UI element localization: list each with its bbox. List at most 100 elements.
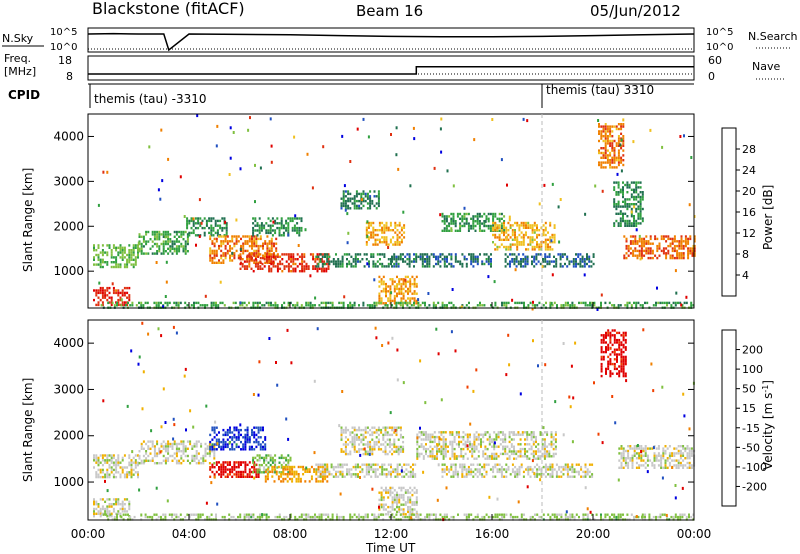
power-scatter-cell (679, 135, 682, 138)
velocity-cell (257, 443, 260, 446)
power-cell (347, 204, 350, 208)
power-cell (393, 280, 396, 283)
velocity-cell (381, 463, 384, 466)
power-cell (487, 212, 490, 216)
velocity-cell (452, 470, 455, 474)
power-cell (655, 301, 657, 305)
power-cell (365, 226, 368, 229)
power-cell (413, 304, 415, 307)
velocity-cell (546, 433, 549, 436)
velocity-cell (324, 465, 326, 469)
power-cell (424, 253, 426, 256)
velocity-cell (233, 466, 236, 469)
power-cell (441, 301, 444, 305)
power-scatter-cell (594, 184, 597, 188)
power-cell (450, 222, 453, 225)
velocity-cell (396, 465, 399, 469)
power-cell (396, 238, 399, 241)
velocity-cell (297, 477, 300, 481)
velocity-cell (542, 473, 545, 476)
velocity-cell (271, 456, 274, 460)
power-cell (164, 301, 167, 305)
power-cell (97, 289, 100, 292)
power-cell (643, 240, 646, 243)
power-cell (432, 301, 435, 305)
velocity-cell (224, 470, 227, 474)
velocity-cell (384, 448, 387, 451)
velocity-cell (591, 463, 594, 466)
velocity-cell (244, 461, 247, 464)
power-cell (635, 195, 638, 199)
velocity-cell (215, 470, 218, 474)
velocity-cell (571, 468, 574, 471)
power-scatter-cell (165, 260, 168, 264)
power-cell (602, 156, 605, 159)
power-cell (222, 235, 225, 238)
power-cell (676, 254, 679, 257)
velocity-cell (242, 436, 245, 439)
power-cell (272, 253, 275, 256)
power-scatter-cell (440, 117, 443, 121)
power-cell (403, 236, 406, 239)
power-cell (248, 235, 251, 238)
velocity-cell (128, 503, 131, 506)
velocity-cell (442, 452, 445, 456)
velocity-cell (224, 468, 227, 471)
power-cell (478, 224, 481, 228)
power-cell (613, 151, 616, 155)
velocity-cell (202, 462, 205, 465)
velocity-cell (365, 473, 368, 476)
velocity-cell (195, 450, 198, 453)
velocity-cell (505, 475, 508, 478)
velocity-cell (218, 461, 220, 464)
power-scatter-cell (102, 170, 105, 174)
velocity-cell (404, 503, 407, 506)
velocity-cell (383, 463, 386, 466)
velocity-cell (110, 461, 113, 464)
power-cell (104, 289, 107, 292)
power-cell (252, 234, 255, 237)
power-cell (622, 137, 625, 140)
power-cell (327, 301, 330, 305)
velocity-cell (95, 500, 98, 503)
velocity-cell (400, 496, 403, 499)
power-cell (365, 258, 368, 261)
velocity-cell (252, 461, 255, 464)
power-cell (162, 235, 165, 238)
power-cell (162, 242, 165, 246)
power-cell (583, 258, 586, 261)
power-cell (393, 287, 396, 291)
power-scatter-cell (600, 293, 603, 297)
velocity-cell (218, 473, 220, 476)
velocity-cell (104, 507, 107, 511)
velocity-cell (429, 450, 432, 453)
power-cell (518, 224, 521, 227)
power-cell (678, 254, 681, 257)
velocity-cell (93, 512, 95, 515)
power-cell (483, 229, 486, 232)
velocity-cell (321, 468, 324, 471)
velocity-cell (108, 466, 111, 469)
power-cell (292, 267, 295, 270)
velocity-cell (289, 459, 292, 462)
velocity-cell (213, 452, 216, 455)
power-cell (678, 256, 681, 260)
velocity-cell (271, 461, 274, 464)
velocity-cell (504, 452, 507, 456)
power-cell (443, 215, 446, 218)
power-cell (544, 248, 547, 251)
velocity-cell (609, 372, 612, 375)
power-cell (101, 251, 104, 254)
power-cell (494, 248, 497, 251)
power-cell (637, 207, 640, 211)
power-cell (564, 304, 567, 307)
velocity-cell (164, 442, 167, 446)
power-cell (511, 258, 514, 261)
velocity-cell (450, 465, 453, 469)
power-cell (472, 222, 475, 225)
power-cell (395, 304, 398, 307)
power-cell (119, 246, 122, 249)
velocity-cell (229, 463, 231, 466)
velocity-cell (355, 450, 358, 453)
power-cell (376, 253, 379, 256)
